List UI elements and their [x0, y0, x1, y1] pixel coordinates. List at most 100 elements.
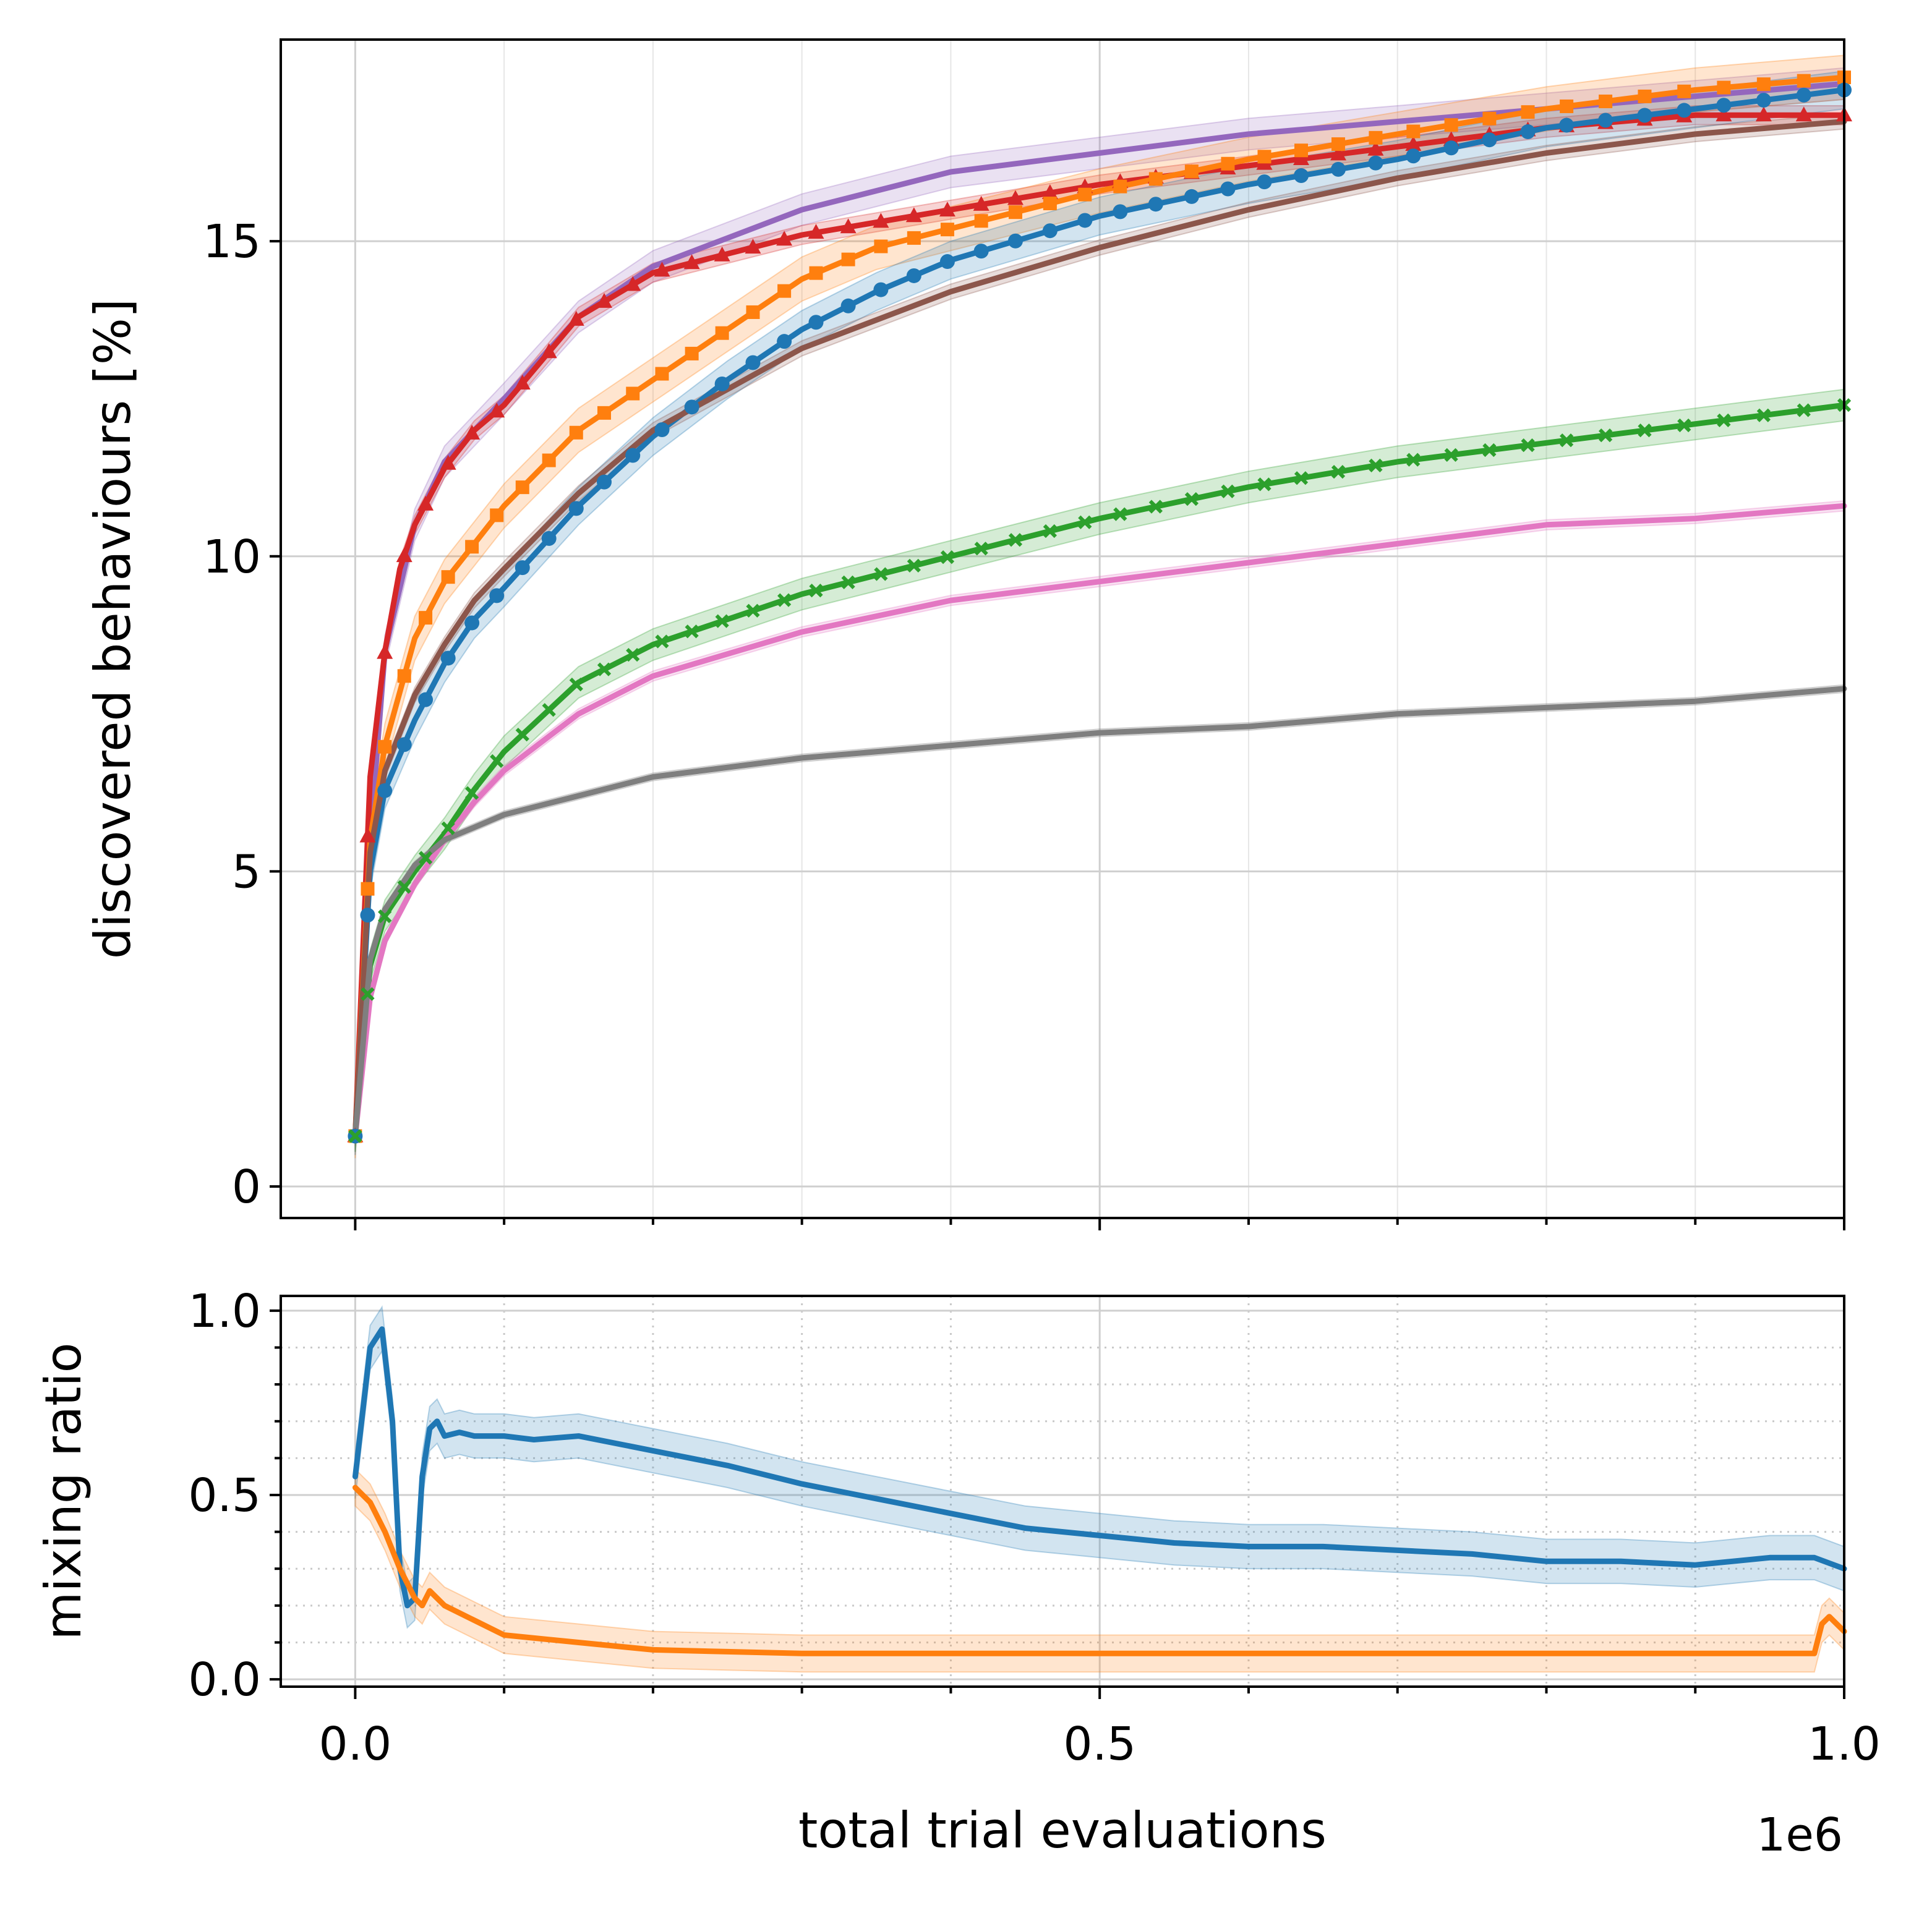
series-5-marker: [1756, 408, 1771, 422]
series-3-marker: [654, 422, 670, 438]
y-tick-label: 10: [203, 530, 261, 584]
series-5-marker: [1717, 413, 1731, 428]
series-5-marker: [874, 567, 888, 581]
series-1-marker: [489, 403, 505, 418]
series-3-marker: [1293, 168, 1309, 184]
series-1-marker: [377, 644, 393, 659]
series-3-marker: [1443, 140, 1459, 156]
series-0-line: [352, 1326, 1847, 1609]
series-1-marker: [1007, 190, 1024, 205]
series-3-marker: [489, 588, 505, 603]
series-0-line: [352, 80, 1847, 1139]
series-2-marker: [1221, 156, 1235, 171]
series-2-marker: [1599, 94, 1613, 108]
series-1-marker: [714, 246, 730, 262]
series-3-marker: [939, 254, 955, 270]
series-3-marker: [1716, 98, 1732, 113]
series-5-marker: [685, 624, 699, 639]
series-5-marker: [1148, 500, 1163, 514]
series-3-marker: [1406, 148, 1421, 164]
series-2-marker: [940, 223, 954, 237]
series-5-marker: [809, 584, 823, 598]
y-tick-label: 0.0: [188, 1653, 261, 1706]
series-2-marker: [1369, 130, 1383, 145]
series-2-marker: [378, 739, 392, 754]
bottom-series-lines: [352, 1326, 1847, 1656]
series-3-marker: [568, 501, 584, 516]
series-5-marker: [542, 703, 556, 717]
series-2-marker: [597, 406, 611, 420]
series-5-marker: [1043, 524, 1057, 539]
series-4-line: [352, 119, 1847, 1139]
series-1-marker: [776, 231, 793, 246]
series-5-marker: [1677, 418, 1691, 433]
series-5-marker: [1078, 515, 1092, 529]
series-3-marker: [1184, 189, 1199, 204]
series-5-marker: [1444, 448, 1458, 462]
series-2-marker: [746, 305, 760, 319]
series-5-marker: [397, 880, 411, 894]
series-2-marker: [685, 346, 699, 360]
series-5-marker: [378, 909, 392, 924]
series-5-marker: [841, 575, 855, 590]
series-2-marker: [1008, 205, 1022, 219]
series-1-marker: [514, 375, 531, 390]
series-2-marker: [569, 425, 583, 440]
series-5-marker: [777, 593, 792, 607]
series-3-marker: [973, 244, 989, 259]
series-5-marker: [940, 550, 955, 564]
series-3-marker: [596, 474, 612, 490]
series-5-marker: [1559, 433, 1574, 448]
series-2-marker: [515, 480, 529, 495]
series-3-marker: [1007, 233, 1023, 249]
series-3-marker: [541, 530, 557, 546]
series-1-marker: [1367, 140, 1384, 156]
y-tick-label: 15: [203, 215, 261, 268]
series-3-marker: [873, 282, 889, 297]
series-1-marker: [1041, 184, 1058, 200]
series-1-marker: [654, 262, 670, 277]
series-1-marker: [1795, 106, 1812, 122]
series-1-marker: [440, 454, 456, 470]
series-3-marker: [515, 560, 530, 576]
series-3-marker: [1598, 113, 1614, 128]
series-3-marker: [1220, 181, 1236, 197]
series-2-marker: [465, 540, 479, 554]
series-5-marker: [1521, 438, 1535, 453]
series-2-marker: [1148, 172, 1163, 186]
series-7-line: [352, 686, 1847, 1139]
top-y-axis-label: discovered behaviours [%]: [84, 299, 142, 959]
series-3-marker: [906, 268, 921, 283]
series-5-marker: [1008, 533, 1023, 547]
series-1-marker: [568, 310, 584, 326]
series-1-marker: [596, 292, 612, 308]
series-2-marker: [874, 239, 888, 253]
series-3-marker: [440, 650, 456, 666]
series-2-marker: [655, 367, 669, 381]
series-2-marker: [1113, 179, 1127, 194]
series-5-marker: [1113, 507, 1127, 521]
series-3-marker: [360, 908, 375, 923]
series-2-marker: [490, 508, 504, 522]
series-1-marker: [1716, 106, 1732, 122]
series-2-marker: [397, 669, 411, 683]
bottom-plot-panel: 0.0 0.5 1.0 0.0 0.5 1.0 mixing ratio total tr…: [35, 1285, 1881, 1862]
series-5-marker: [1638, 424, 1652, 438]
series-1-marker: [808, 224, 824, 239]
series-5-marker: [490, 754, 504, 769]
series-5-marker: [715, 614, 729, 628]
series-3-marker: [377, 783, 393, 798]
series-2-marker: [1406, 124, 1421, 138]
series-1-marker: [939, 202, 955, 217]
series-3-marker: [1756, 93, 1771, 108]
series-5-marker: [1482, 443, 1497, 458]
series-1-marker: [1330, 145, 1346, 161]
series-5-marker: [1221, 484, 1235, 498]
series-2-marker: [809, 266, 823, 280]
series-3-marker: [1077, 213, 1093, 228]
series-5-marker: [746, 603, 760, 618]
series-1-marker: [840, 218, 857, 234]
series-3-marker: [396, 737, 412, 752]
series-5-marker: [974, 542, 988, 556]
series-1-marker: [1755, 106, 1772, 122]
